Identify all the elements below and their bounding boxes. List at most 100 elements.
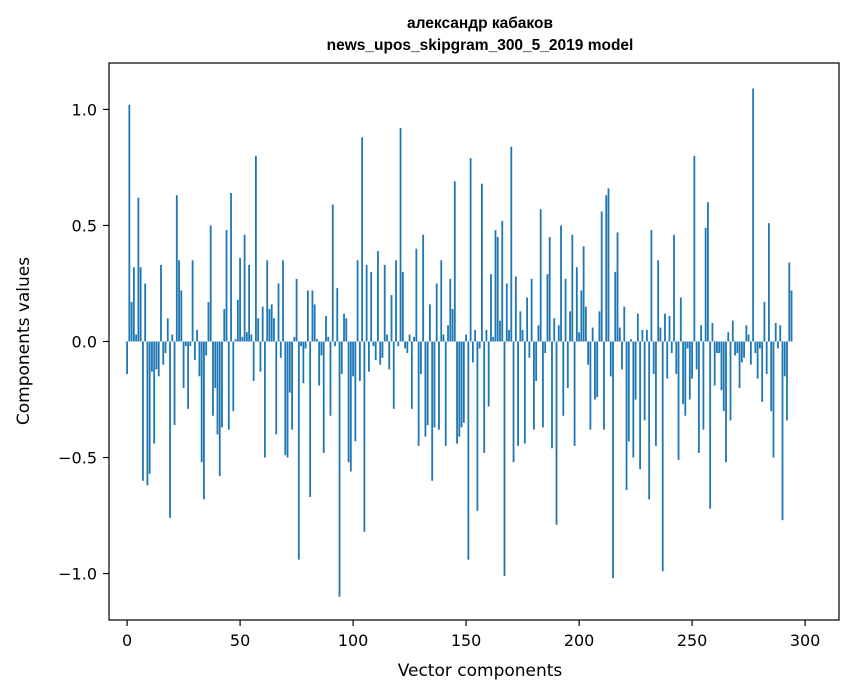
bar-88 xyxy=(325,315,327,342)
bar-83 xyxy=(313,304,316,342)
bar-268 xyxy=(731,320,734,342)
bar-28 xyxy=(189,341,192,347)
bar-242 xyxy=(673,234,675,342)
bar-240 xyxy=(668,315,671,342)
bar-54 xyxy=(248,264,251,342)
bar-47 xyxy=(232,341,235,412)
bar-164 xyxy=(496,237,499,342)
bar-58 xyxy=(257,318,260,342)
bar-199 xyxy=(575,267,578,342)
bar-227 xyxy=(639,341,642,470)
bar-160 xyxy=(487,341,490,407)
bar-14 xyxy=(157,341,160,377)
bar-272 xyxy=(740,341,743,363)
bar-30 xyxy=(193,341,196,361)
bar-284 xyxy=(768,223,770,342)
bar-25 xyxy=(182,341,185,388)
bar-69 xyxy=(282,260,284,342)
bar-20 xyxy=(171,334,174,342)
x-tick-label-0: 0 xyxy=(122,631,132,650)
chart-title: александр кабаков xyxy=(407,15,553,32)
bar-269 xyxy=(734,341,736,356)
bar-251 xyxy=(693,155,696,342)
bar-145 xyxy=(453,181,456,342)
bar-118 xyxy=(392,341,395,409)
bar-147 xyxy=(458,341,461,437)
bar-107 xyxy=(368,341,370,372)
y-tick-label-1: 0.5 xyxy=(72,216,97,235)
bar-1 xyxy=(128,104,131,342)
bar-84 xyxy=(316,339,318,342)
bar-40 xyxy=(216,341,219,435)
bar-257 xyxy=(707,202,709,342)
bar-45 xyxy=(227,341,230,430)
bar-157 xyxy=(481,183,483,342)
bar-294 xyxy=(790,290,793,342)
bar-48 xyxy=(234,339,237,342)
bar-37 xyxy=(209,225,212,342)
bar-56 xyxy=(252,341,255,381)
bar-139 xyxy=(440,260,443,342)
bar-95 xyxy=(340,341,343,374)
bar-260 xyxy=(713,341,716,386)
bar-267 xyxy=(729,341,732,421)
bar-124 xyxy=(406,341,409,354)
bar-292 xyxy=(786,341,788,421)
bar-231 xyxy=(648,341,651,500)
bars-group xyxy=(126,88,793,597)
bar-184 xyxy=(542,341,544,428)
x-axis-label: Vector components xyxy=(398,661,563,681)
bar-253 xyxy=(697,341,700,453)
bar-105 xyxy=(363,341,366,532)
bar-274 xyxy=(745,325,748,342)
bar-192 xyxy=(560,225,562,342)
bar-222 xyxy=(627,341,630,442)
bar-64 xyxy=(270,304,273,342)
bar-273 xyxy=(743,341,745,358)
bar-169 xyxy=(508,329,510,342)
bar-245 xyxy=(679,297,682,342)
bar-140 xyxy=(442,334,445,342)
bar-90 xyxy=(329,341,332,416)
bar-281 xyxy=(761,341,764,402)
bar-106 xyxy=(365,264,368,342)
bar-23 xyxy=(178,260,180,342)
bar-287 xyxy=(774,322,777,342)
bar-244 xyxy=(677,341,680,460)
bar-130 xyxy=(419,341,422,374)
bar-126 xyxy=(410,341,413,409)
bar-50 xyxy=(239,257,241,342)
bar-247 xyxy=(684,341,687,416)
bar-129 xyxy=(417,341,420,446)
bar-203 xyxy=(584,306,587,342)
bar-68 xyxy=(279,341,282,358)
bar-57 xyxy=(255,155,257,342)
bar-241 xyxy=(670,341,673,354)
chart-subtitle: news_upos_skipgram_300_5_2019 model xyxy=(327,37,634,54)
y-tick-label-0: 1.0 xyxy=(72,100,97,119)
bar-221 xyxy=(625,341,628,491)
bar-170 xyxy=(510,146,513,342)
bar-13 xyxy=(155,341,158,370)
bar-0 xyxy=(126,341,128,374)
bar-133 xyxy=(426,341,429,426)
y-axis-ticks: 1.0 0.5 0.0 −0.5 −1.0 xyxy=(58,100,109,584)
bar-158 xyxy=(483,341,486,453)
bar-261 xyxy=(716,341,718,354)
bar-42 xyxy=(221,341,223,428)
bar-256 xyxy=(704,227,707,342)
bar-180 xyxy=(532,341,535,430)
x-tick-label-200: 200 xyxy=(564,631,595,650)
bar-18 xyxy=(166,318,169,342)
bar-5 xyxy=(137,197,140,342)
bar-211 xyxy=(603,341,605,430)
bar-119 xyxy=(395,260,397,342)
bar-197 xyxy=(571,234,574,342)
bar-290 xyxy=(781,341,784,521)
bar-278 xyxy=(754,341,757,354)
bar-185 xyxy=(544,341,547,354)
bar-75 xyxy=(295,278,298,342)
bar-60 xyxy=(261,306,264,342)
bar-201 xyxy=(580,290,583,342)
bar-258 xyxy=(709,341,712,509)
